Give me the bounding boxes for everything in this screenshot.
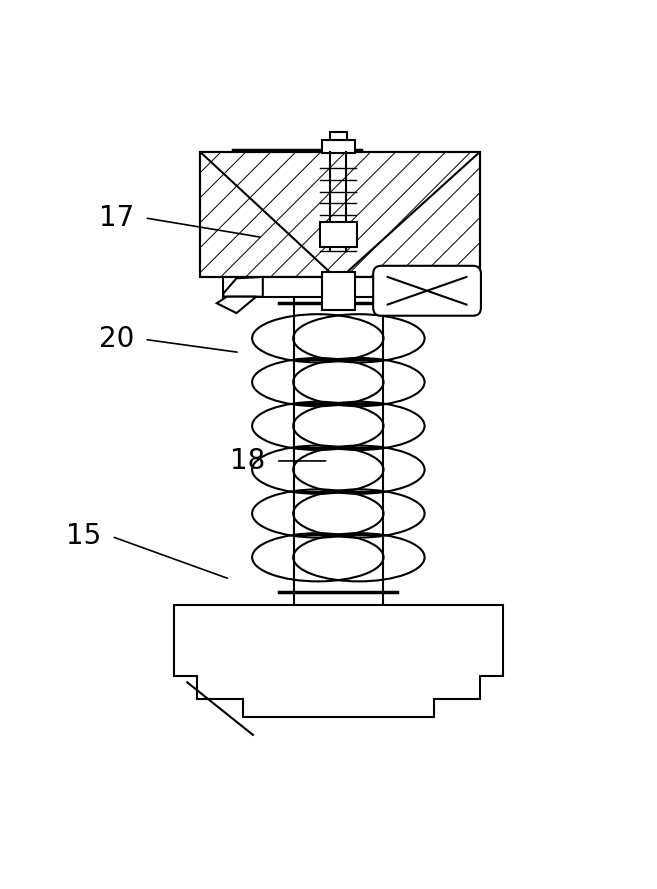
Text: 15: 15 [66, 523, 101, 550]
Polygon shape [330, 132, 347, 140]
Text: 20: 20 [99, 325, 134, 354]
Polygon shape [322, 140, 355, 154]
Polygon shape [200, 152, 480, 277]
Polygon shape [217, 297, 256, 313]
Polygon shape [322, 272, 355, 309]
Text: 17: 17 [99, 204, 134, 232]
Polygon shape [320, 221, 357, 247]
FancyBboxPatch shape [373, 266, 481, 316]
Text: 18: 18 [230, 447, 265, 475]
Polygon shape [223, 277, 473, 297]
Polygon shape [223, 277, 263, 297]
Polygon shape [174, 605, 503, 717]
